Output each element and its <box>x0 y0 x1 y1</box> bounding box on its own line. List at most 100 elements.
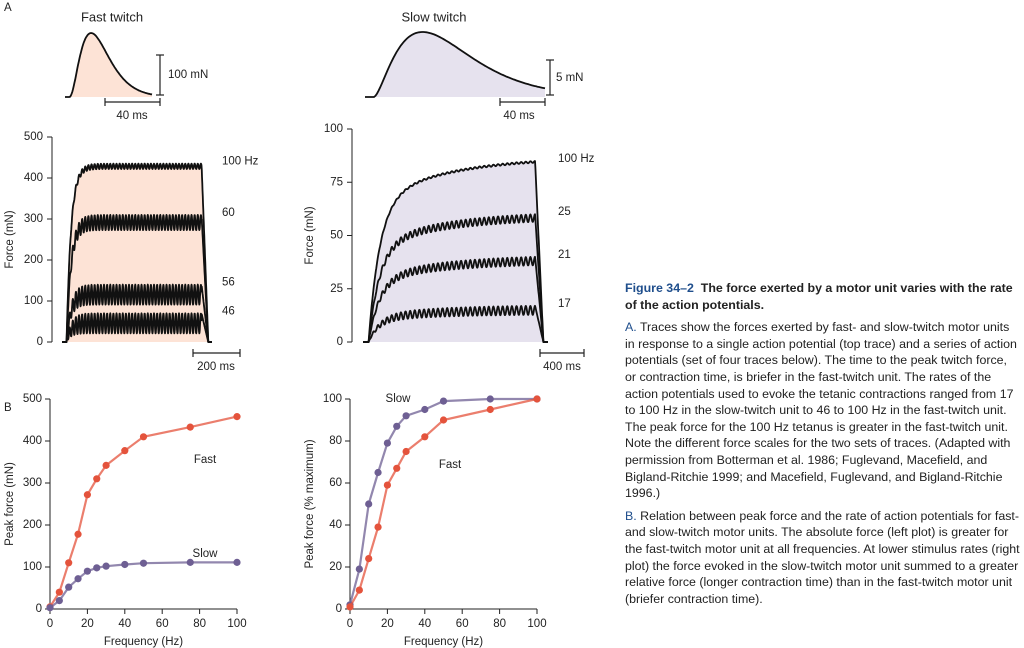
y-tick-label: 400 <box>23 435 42 447</box>
data-point <box>355 586 363 594</box>
x-tick-label: 60 <box>456 618 469 630</box>
scale-label: 400 ms <box>543 361 581 373</box>
x-tick-label: 0 <box>347 618 353 630</box>
y-tick-label: 300 <box>24 213 43 225</box>
series-label: Slow <box>386 393 412 405</box>
data-point <box>355 565 363 573</box>
trace-fill <box>363 161 548 342</box>
x-tick-label: 40 <box>418 618 431 630</box>
scale-label: 200 ms <box>197 361 235 373</box>
y-axis-label: Force (mN) <box>4 210 16 268</box>
y-tick-label: 100 <box>24 295 43 307</box>
data-point <box>102 461 110 469</box>
y-tick-label: 80 <box>329 435 342 447</box>
twitch-fill <box>365 32 545 97</box>
figure-number: Figure 34–2 <box>625 281 694 295</box>
data-point <box>374 523 382 531</box>
x-tick-label: 40 <box>118 618 131 630</box>
data-point <box>439 397 448 405</box>
y-tick-label: 40 <box>329 519 342 531</box>
y-tick-label: 100 <box>324 123 343 135</box>
y-tick-label: 0 <box>337 336 343 348</box>
scale-label: 5 mN <box>556 72 583 84</box>
data-point <box>486 405 494 414</box>
data-point <box>93 564 101 572</box>
tetanus-trace <box>362 160 549 343</box>
series-label: Fast <box>439 459 462 471</box>
data-point <box>393 464 401 472</box>
y-tick-label: 500 <box>24 131 43 143</box>
title-text: The force exerted by a motor unit varies… <box>625 281 1013 312</box>
data-point <box>233 558 241 566</box>
data-point <box>55 588 63 596</box>
y-tick-label: 0 <box>336 603 342 615</box>
trace-label: 21 <box>558 249 571 261</box>
data-point <box>121 560 129 569</box>
data-point <box>121 447 129 455</box>
trace-label: 46 <box>222 305 235 317</box>
y-tick-label: 75 <box>330 176 343 188</box>
series-label: Fast <box>194 454 217 466</box>
y-tick-label: 400 <box>24 172 43 184</box>
trace-label: 56 <box>222 277 235 289</box>
data-point <box>402 412 410 420</box>
series-line <box>349 397 538 608</box>
trace-label: 60 <box>222 207 235 219</box>
y-tick-label: 60 <box>329 477 342 489</box>
data-point <box>74 530 82 538</box>
twitch-trace <box>65 32 153 98</box>
y-tick-label: 500 <box>23 393 42 405</box>
data-point <box>55 597 63 605</box>
tetanus-trace <box>61 214 213 343</box>
paragraph-text: Relation between peak force and the rate… <box>625 508 1020 606</box>
paragraph: A. Traces show the forces exerted by fas… <box>625 319 1020 502</box>
x-tick-label: 80 <box>493 618 506 630</box>
y-tick-label: 200 <box>24 254 43 266</box>
data-point <box>65 559 73 567</box>
trace-label: 100 Hz <box>222 156 259 168</box>
x-axis-label: Frequency (Hz) <box>404 636 483 648</box>
x-tick-label: 80 <box>193 618 206 630</box>
y-tick-label: 200 <box>23 519 42 531</box>
y-tick-label: 100 <box>23 561 42 573</box>
data-point <box>233 413 241 421</box>
data-point <box>346 603 354 611</box>
data-point <box>402 447 410 456</box>
caption-title: Figure 34–2 The force exerted by a motor… <box>625 280 1020 313</box>
data-point <box>393 422 401 430</box>
data-point <box>365 555 373 563</box>
data-point <box>83 491 91 499</box>
twitch-fill <box>65 33 152 97</box>
series-line <box>49 561 237 609</box>
twitch-trace <box>365 31 546 98</box>
tetanus-trace <box>61 312 213 343</box>
x-tick-label: 100 <box>227 618 246 630</box>
paragraph: B. Relation between peak force and the r… <box>625 508 1020 608</box>
y-axis-label: Peak force (mN) <box>4 462 16 546</box>
x-tick-label: 20 <box>381 618 394 630</box>
scale-label: 40 ms <box>116 110 148 122</box>
y-tick-label: 25 <box>330 283 343 295</box>
tetanus-trace <box>362 255 549 343</box>
data-point <box>383 481 391 489</box>
caption: Figure 34–2 The force exerted by a motor… <box>625 280 1020 613</box>
data-point <box>421 405 429 414</box>
twitch-title: Fast twitch <box>81 9 143 24</box>
paragraph-label: B. <box>625 508 637 523</box>
data-point <box>439 416 448 424</box>
scale-label: 100 mN <box>168 69 208 81</box>
x-axis-label: Frequency (Hz) <box>104 636 183 648</box>
scale-bars <box>104 54 585 357</box>
y-axis-label: Peak force (% maximum) <box>304 439 316 568</box>
trace-label: 17 <box>558 298 571 310</box>
x-tick-label: 60 <box>156 618 169 630</box>
data-point <box>139 559 148 567</box>
scale-label: 40 ms <box>503 110 535 122</box>
data-point <box>102 562 110 570</box>
data-point <box>533 395 541 403</box>
paragraph-text: Traces show the forces exerted by fast- … <box>625 320 1017 501</box>
trace-label: 100 Hz <box>558 153 595 165</box>
series-label: Slow <box>193 548 219 560</box>
data-point <box>186 423 194 431</box>
